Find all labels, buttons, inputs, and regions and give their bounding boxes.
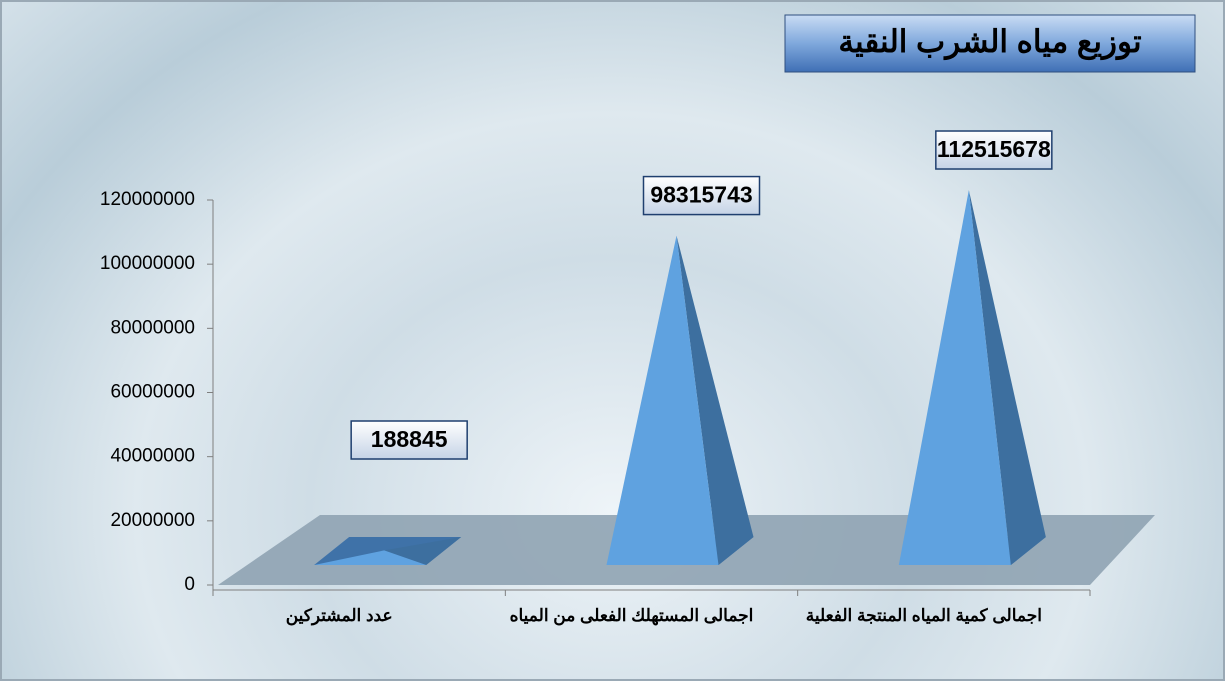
- pyramid: [899, 190, 1046, 565]
- pyramid: [607, 236, 754, 565]
- data-label: 98315743: [650, 182, 752, 208]
- y-tick-label: 60000000: [110, 382, 195, 403]
- y-tick-label: 40000000: [110, 446, 195, 467]
- data-label: 112515678: [937, 136, 1051, 162]
- x-tick-label: عدد المشتركين: [209, 604, 469, 628]
- y-tick-label: 0: [184, 574, 195, 595]
- y-tick-label: 20000000: [110, 510, 195, 531]
- y-tick-label: 120000000: [100, 189, 195, 210]
- data-label: 188845: [371, 426, 448, 452]
- x-tick-label: اجمالى المستهلك الفعلى من المياه: [502, 604, 762, 628]
- y-tick-label: 100000000: [100, 253, 195, 274]
- y-tick-label: 80000000: [110, 317, 195, 338]
- chart-svg: توزيع مياه الشرب النقية 0 20000000 4000000…: [0, 0, 1225, 681]
- chart-title: توزيع مياه الشرب النقية: [838, 24, 1142, 61]
- chart: توزيع مياه الشرب النقية 0 20000000 4000000…: [0, 0, 1225, 681]
- x-tick-label: اجمالى كمية المياه المنتجة الفعلية: [794, 604, 1054, 628]
